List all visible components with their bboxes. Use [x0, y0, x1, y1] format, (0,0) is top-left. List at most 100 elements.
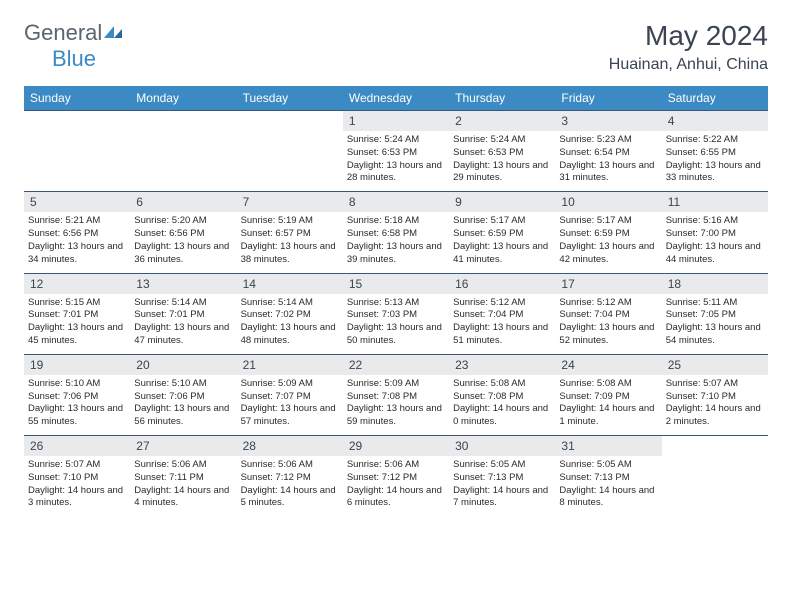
daylight-line: Daylight: 13 hours and 51 minutes.	[453, 322, 551, 348]
sunset-line: Sunset: 7:13 PM	[559, 472, 657, 485]
day-cell: 19Sunrise: 5:10 AMSunset: 7:06 PMDayligh…	[24, 355, 130, 435]
daylight-line: Daylight: 14 hours and 3 minutes.	[28, 485, 126, 511]
day-number: 1	[343, 111, 449, 131]
daylight-line: Daylight: 13 hours and 54 minutes.	[666, 322, 764, 348]
sunset-line: Sunset: 7:11 PM	[134, 472, 232, 485]
day-info: Sunrise: 5:06 AMSunset: 7:12 PMDaylight:…	[237, 456, 343, 516]
day-cell: 11Sunrise: 5:16 AMSunset: 7:00 PMDayligh…	[662, 192, 768, 272]
sunset-line: Sunset: 7:10 PM	[666, 391, 764, 404]
location: Huainan, Anhui, China	[609, 56, 768, 74]
sunrise-line: Sunrise: 5:09 AM	[241, 378, 339, 391]
day-number: 28	[237, 436, 343, 456]
empty-cell	[130, 111, 236, 191]
day-cell: 5Sunrise: 5:21 AMSunset: 6:56 PMDaylight…	[24, 192, 130, 272]
sunset-line: Sunset: 7:04 PM	[453, 309, 551, 322]
day-number: 15	[343, 274, 449, 294]
day-cell: 2Sunrise: 5:24 AMSunset: 6:53 PMDaylight…	[449, 111, 555, 191]
daylight-line: Daylight: 13 hours and 29 minutes.	[453, 160, 551, 186]
daylight-line: Daylight: 13 hours and 33 minutes.	[666, 160, 764, 186]
daylight-line: Daylight: 13 hours and 44 minutes.	[666, 241, 764, 267]
daylight-line: Daylight: 14 hours and 0 minutes.	[453, 403, 551, 429]
sunrise-line: Sunrise: 5:13 AM	[347, 297, 445, 310]
day-number: 8	[343, 192, 449, 212]
sunset-line: Sunset: 6:58 PM	[347, 228, 445, 241]
empty-cell	[237, 111, 343, 191]
day-cell: 10Sunrise: 5:17 AMSunset: 6:59 PMDayligh…	[555, 192, 661, 272]
daylight-line: Daylight: 13 hours and 59 minutes.	[347, 403, 445, 429]
day-info: Sunrise: 5:10 AMSunset: 7:06 PMDaylight:…	[130, 375, 236, 435]
daylight-line: Daylight: 13 hours and 39 minutes.	[347, 241, 445, 267]
daylight-line: Daylight: 13 hours and 55 minutes.	[28, 403, 126, 429]
day-cell: 25Sunrise: 5:07 AMSunset: 7:10 PMDayligh…	[662, 355, 768, 435]
sunrise-line: Sunrise: 5:06 AM	[347, 459, 445, 472]
day-cell: 3Sunrise: 5:23 AMSunset: 6:54 PMDaylight…	[555, 111, 661, 191]
day-number: 21	[237, 355, 343, 375]
sunset-line: Sunset: 7:06 PM	[134, 391, 232, 404]
sunrise-line: Sunrise: 5:11 AM	[666, 297, 764, 310]
week-row: 19Sunrise: 5:10 AMSunset: 7:06 PMDayligh…	[24, 354, 768, 435]
sunset-line: Sunset: 7:02 PM	[241, 309, 339, 322]
day-info: Sunrise: 5:09 AMSunset: 7:07 PMDaylight:…	[237, 375, 343, 435]
daylight-line: Daylight: 14 hours and 4 minutes.	[134, 485, 232, 511]
sunrise-line: Sunrise: 5:14 AM	[241, 297, 339, 310]
day-cell: 29Sunrise: 5:06 AMSunset: 7:12 PMDayligh…	[343, 436, 449, 516]
sunset-line: Sunset: 7:10 PM	[28, 472, 126, 485]
day-number: 12	[24, 274, 130, 294]
sunrise-line: Sunrise: 5:24 AM	[453, 134, 551, 147]
empty-cell	[662, 436, 768, 516]
day-cell: 30Sunrise: 5:05 AMSunset: 7:13 PMDayligh…	[449, 436, 555, 516]
sunrise-line: Sunrise: 5:07 AM	[666, 378, 764, 391]
day-number: 14	[237, 274, 343, 294]
sunrise-line: Sunrise: 5:17 AM	[559, 215, 657, 228]
sunrise-line: Sunrise: 5:05 AM	[453, 459, 551, 472]
day-cell: 8Sunrise: 5:18 AMSunset: 6:58 PMDaylight…	[343, 192, 449, 272]
weekday-label: Thursday	[449, 86, 555, 110]
day-number: 25	[662, 355, 768, 375]
day-cell: 12Sunrise: 5:15 AMSunset: 7:01 PMDayligh…	[24, 274, 130, 354]
daylight-line: Daylight: 13 hours and 38 minutes.	[241, 241, 339, 267]
sunrise-line: Sunrise: 5:18 AM	[347, 215, 445, 228]
day-info: Sunrise: 5:23 AMSunset: 6:54 PMDaylight:…	[555, 131, 661, 191]
sunrise-line: Sunrise: 5:22 AM	[666, 134, 764, 147]
day-info: Sunrise: 5:14 AMSunset: 7:01 PMDaylight:…	[130, 294, 236, 354]
daylight-line: Daylight: 13 hours and 50 minutes.	[347, 322, 445, 348]
day-number: 19	[24, 355, 130, 375]
day-number: 20	[130, 355, 236, 375]
day-info: Sunrise: 5:06 AMSunset: 7:11 PMDaylight:…	[130, 456, 236, 516]
day-cell: 14 Sunrise: 5:14 AMSunset: 7:02 PMDayligh…	[237, 274, 343, 354]
sunrise-line: Sunrise: 5:19 AM	[241, 215, 339, 228]
day-number: 26	[24, 436, 130, 456]
sunrise-line: Sunrise: 5:12 AM	[559, 297, 657, 310]
day-number: 7	[237, 192, 343, 212]
day-info: Sunrise: 5:08 AMSunset: 7:09 PMDaylight:…	[555, 375, 661, 435]
daylight-line: Daylight: 14 hours and 6 minutes.	[347, 485, 445, 511]
day-info: Sunrise: 5:22 AMSunset: 6:55 PMDaylight:…	[662, 131, 768, 191]
day-cell: 26Sunrise: 5:07 AMSunset: 7:10 PMDayligh…	[24, 436, 130, 516]
sunset-line: Sunset: 7:09 PM	[559, 391, 657, 404]
sunrise-line: Sunrise: 5:06 AM	[134, 459, 232, 472]
sunrise-line: Sunrise: 5:10 AM	[134, 378, 232, 391]
weekday-label: Tuesday	[237, 86, 343, 110]
sunrise-line: Sunrise: 5:20 AM	[134, 215, 232, 228]
sunset-line: Sunset: 7:01 PM	[134, 309, 232, 322]
weeks-container: 1Sunrise: 5:24 AMSunset: 6:53 PMDaylight…	[24, 110, 768, 516]
sunrise-line: Sunrise: 5:08 AM	[453, 378, 551, 391]
daylight-line: Daylight: 13 hours and 36 minutes.	[134, 241, 232, 267]
weekday-label: Friday	[555, 86, 661, 110]
sunrise-line: Sunrise: 5:09 AM	[347, 378, 445, 391]
weekday-label: Saturday	[662, 86, 768, 110]
sunset-line: Sunset: 7:01 PM	[28, 309, 126, 322]
day-info: Sunrise: 5:07 AMSunset: 7:10 PMDaylight:…	[662, 375, 768, 435]
day-number: 22	[343, 355, 449, 375]
sunset-line: Sunset: 6:57 PM	[241, 228, 339, 241]
sunrise-line: Sunrise: 5:16 AM	[666, 215, 764, 228]
sunset-line: Sunset: 6:54 PM	[559, 147, 657, 160]
daylight-line: Daylight: 13 hours and 48 minutes.	[241, 322, 339, 348]
sunset-line: Sunset: 6:59 PM	[559, 228, 657, 241]
daylight-line: Daylight: 13 hours and 41 minutes.	[453, 241, 551, 267]
sunrise-line: Sunrise: 5:08 AM	[559, 378, 657, 391]
day-info: Sunrise: 5:13 AMSunset: 7:03 PMDaylight:…	[343, 294, 449, 354]
day-cell: 1Sunrise: 5:24 AMSunset: 6:53 PMDaylight…	[343, 111, 449, 191]
sunset-line: Sunset: 6:56 PM	[28, 228, 126, 241]
day-info: Sunrise: 5:18 AMSunset: 6:58 PMDaylight:…	[343, 212, 449, 272]
